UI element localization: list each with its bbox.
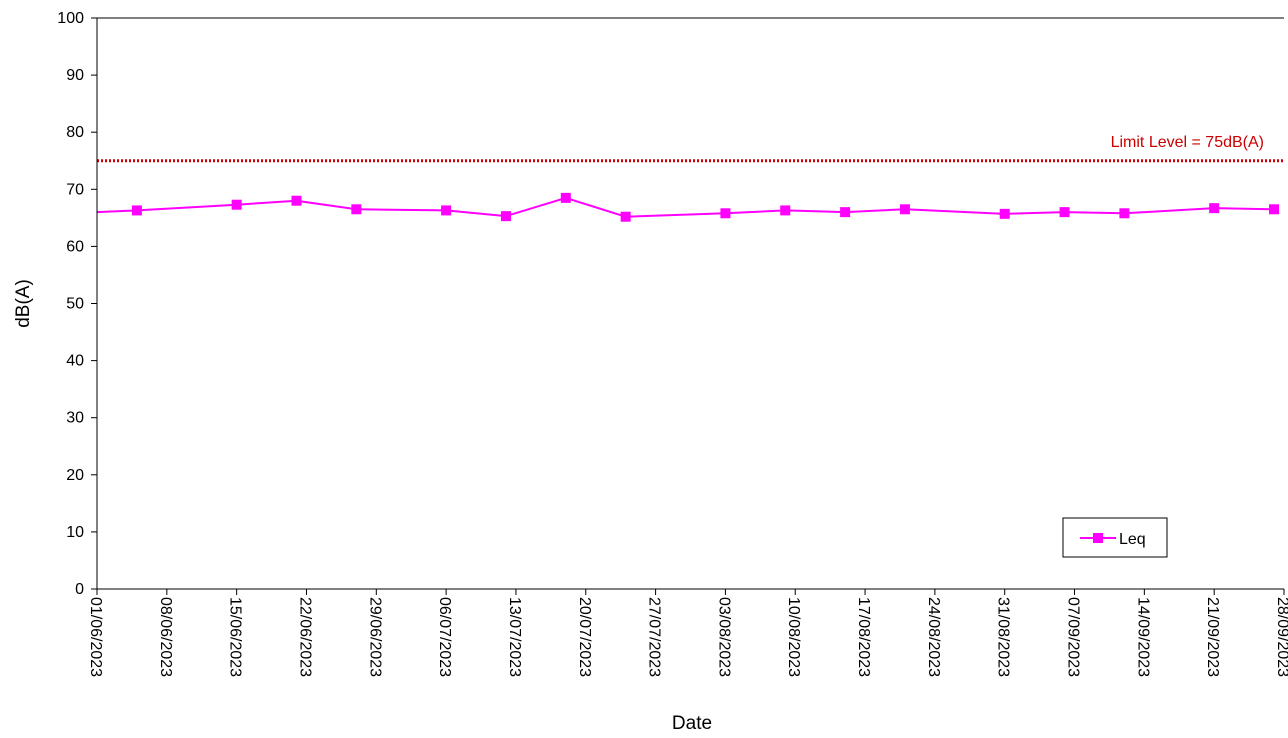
data-point-marker <box>999 208 1010 219</box>
data-point-marker <box>1209 203 1220 214</box>
y-tick-label: 70 <box>66 181 84 198</box>
x-tick-label: 17/08/2023 <box>855 597 872 677</box>
data-point-marker <box>291 195 302 206</box>
y-tick-label: 0 <box>75 581 84 598</box>
data-point-marker <box>231 199 242 210</box>
y-tick-label: 20 <box>66 467 84 484</box>
data-point-marker <box>899 204 910 215</box>
x-tick-label: 03/08/2023 <box>715 597 732 677</box>
data-point-marker <box>840 207 851 218</box>
x-axis-ticks: 01/06/2023 08/06/2023 15/06/2023 22/06/2023… <box>87 589 1288 677</box>
y-tick-label: 30 <box>66 410 84 427</box>
x-tick-label: 10/08/2023 <box>785 597 802 677</box>
x-tick-label: 06/07/2023 <box>436 597 453 677</box>
x-axis-title: Date <box>672 713 712 734</box>
y-tick-label: 60 <box>66 238 84 255</box>
data-point-marker <box>500 211 511 222</box>
data-point-marker <box>1119 208 1130 219</box>
data-point-marker <box>351 204 362 215</box>
y-tick-label: 40 <box>66 353 84 370</box>
x-tick-label: 01/06/2023 <box>87 597 104 677</box>
x-tick-label: 28/09/2023 <box>1274 597 1288 677</box>
x-tick-label: 22/06/2023 <box>296 597 313 677</box>
series-line-leq <box>96 196 1275 218</box>
legend: Leq <box>1062 517 1168 558</box>
x-tick-label: 14/09/2023 <box>1134 597 1151 677</box>
legend-label-leq: Leq <box>1119 531 1146 548</box>
x-tick-label: 24/08/2023 <box>925 597 942 677</box>
limit-level-label: Limit Level = 75dB(A) <box>1111 134 1264 151</box>
y-tick-label: 10 <box>66 524 84 541</box>
y-tick-label: 50 <box>66 296 84 313</box>
x-tick-label: 15/06/2023 <box>227 597 244 677</box>
data-point-marker <box>560 192 571 203</box>
x-tick-label: 13/07/2023 <box>506 597 523 677</box>
x-tick-label: 20/07/2023 <box>576 597 593 677</box>
data-point-marker <box>1269 204 1280 215</box>
data-point-marker <box>1059 207 1070 218</box>
x-tick-label: 07/09/2023 <box>1065 597 1082 677</box>
data-point-marker <box>720 208 731 219</box>
data-point-marker <box>780 205 791 216</box>
x-tick-label: 08/06/2023 <box>157 597 174 677</box>
data-point-marker <box>441 205 452 216</box>
data-point-marker <box>620 211 631 222</box>
data-point-marker <box>131 205 142 216</box>
y-tick-label: 100 <box>57 10 84 27</box>
x-tick-label: 31/08/2023 <box>995 597 1012 677</box>
x-tick-label: 29/06/2023 <box>366 597 383 677</box>
y-axis-title: dB(A) <box>13 279 34 328</box>
y-axis-ticks: 0 10 20 30 40 50 60 70 80 90 100 <box>57 10 97 598</box>
x-tick-label: 27/07/2023 <box>646 597 663 677</box>
legend-marker-swatch <box>1093 533 1103 543</box>
y-tick-label: 80 <box>66 124 84 141</box>
x-tick-label: 21/09/2023 <box>1204 597 1221 677</box>
reference-lines: Limit Level = 75dB(A) <box>97 134 1284 163</box>
y-tick-label: 90 <box>66 67 84 84</box>
series-layer <box>96 192 1280 222</box>
